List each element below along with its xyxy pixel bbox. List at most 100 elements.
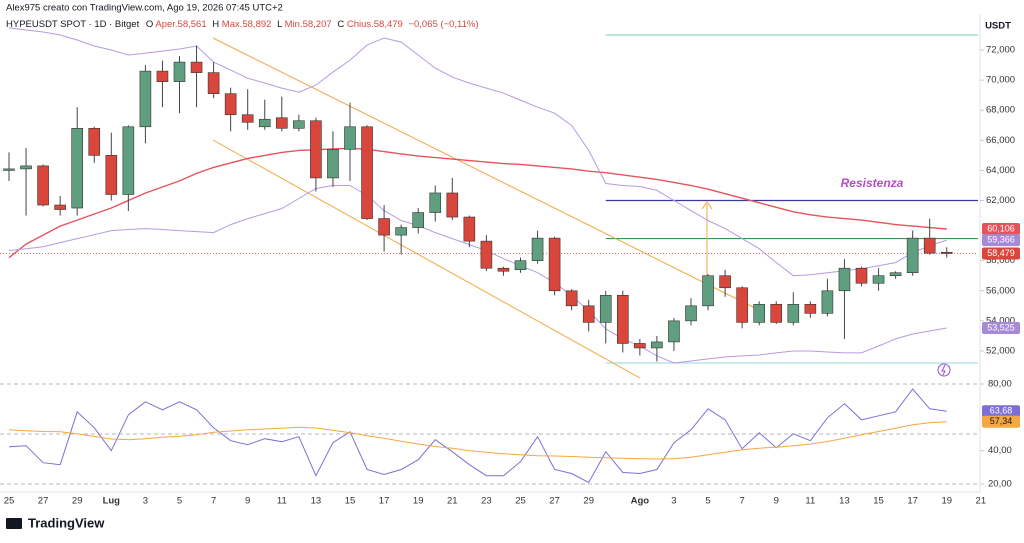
y-tick-label: 52,000 xyxy=(986,345,1015,356)
candle-body xyxy=(821,290,834,314)
candle-body xyxy=(190,61,203,73)
candle-body xyxy=(770,304,783,323)
candle-body xyxy=(923,237,936,254)
x-tick-label: 23 xyxy=(481,496,492,507)
credit: Alex975 creato con TradingView.com, Ago … xyxy=(6,3,283,14)
field-value: Aper.58,561 xyxy=(155,19,206,30)
x-tick-label: 11 xyxy=(277,496,287,507)
candle-body xyxy=(889,272,902,277)
channel-line xyxy=(212,37,758,310)
candle-body xyxy=(241,114,254,123)
candle-body xyxy=(855,267,868,284)
channel-line xyxy=(212,139,641,379)
candle-body xyxy=(804,304,817,314)
logo-mark xyxy=(6,518,22,529)
candle-body xyxy=(54,204,66,210)
y-tick-label: 40,00 xyxy=(988,445,1012,456)
candle-body xyxy=(275,117,288,129)
candle-body xyxy=(395,227,407,236)
x-tick-label: 3 xyxy=(671,496,676,507)
candle-body xyxy=(651,341,663,349)
candle-body xyxy=(88,127,101,156)
candle-body xyxy=(685,305,697,322)
x-tick-label: 19 xyxy=(413,496,424,507)
candle-body xyxy=(378,218,390,236)
price-tag-bg xyxy=(982,247,1020,260)
candle-body xyxy=(412,212,425,228)
price-tag-bg xyxy=(982,223,1020,236)
candle-body xyxy=(497,267,510,272)
x-tick-label: 19 xyxy=(941,496,952,507)
y-axis-unit: USDT xyxy=(985,21,1011,32)
candle-body xyxy=(940,251,953,254)
x-tick-label: 7 xyxy=(740,496,745,507)
candle-body xyxy=(224,93,237,116)
alert-icon[interactable] xyxy=(937,363,951,377)
x-tick-label: 29 xyxy=(72,496,83,507)
x-tick-label: 25 xyxy=(4,496,15,507)
candle-body xyxy=(582,305,595,323)
price-tag: 60,106 xyxy=(987,223,1015,233)
candle-body xyxy=(838,267,851,292)
candle-body xyxy=(207,72,220,94)
price-tag: 59,366 xyxy=(987,235,1015,245)
arrow-head xyxy=(701,201,713,210)
candles xyxy=(3,45,953,362)
field-key: H xyxy=(212,19,219,30)
x-tick-label: 15 xyxy=(345,496,356,507)
candle-body xyxy=(565,290,578,307)
candle-body xyxy=(361,126,373,219)
candle-body xyxy=(446,192,459,218)
x-tick-label: 5 xyxy=(705,496,710,507)
y-tick-label: 62,000 xyxy=(986,195,1015,206)
y-tick-label: 54,000 xyxy=(986,315,1015,326)
price-tag: 58,479 xyxy=(987,248,1015,258)
indicator-line xyxy=(8,27,947,277)
field-value: Min.58,207 xyxy=(285,19,332,30)
field-value: Max.58,892 xyxy=(222,19,272,30)
candle-body xyxy=(753,304,766,323)
axes: 52,000 54,000 56,000 58,000 62,000 64,000 66,0… xyxy=(4,45,1020,507)
candle-body xyxy=(327,149,339,179)
x-tick-label: Ago xyxy=(631,496,650,507)
candle-body xyxy=(719,275,731,289)
x-tick-label: 13 xyxy=(839,496,850,507)
y-tick-label: 58,000 xyxy=(986,255,1015,266)
candle-body xyxy=(429,192,442,213)
field-value: Chius.58,479 xyxy=(347,19,403,30)
rsi-line xyxy=(8,421,947,460)
x-tick-label: 17 xyxy=(907,496,918,507)
x-tick-label: 15 xyxy=(873,496,884,507)
symbol: HYPEUSDT SPOT · 1D · Bitget xyxy=(6,19,140,30)
y-tick-label: 70,000 xyxy=(986,75,1015,86)
candle-body xyxy=(548,237,561,292)
x-tick-label: 17 xyxy=(379,496,390,507)
annotation: Resistenza xyxy=(841,176,904,190)
candle-body xyxy=(105,155,118,195)
indicator-line xyxy=(8,185,947,364)
x-tick-label: Lug xyxy=(103,496,121,507)
candle-body xyxy=(702,275,714,307)
candle-body xyxy=(20,165,32,170)
candle-body xyxy=(258,118,271,128)
candle-body xyxy=(293,120,305,129)
field-key: O xyxy=(146,19,153,30)
candle-body xyxy=(634,343,646,349)
x-tick-label: 25 xyxy=(515,496,526,507)
candle-body xyxy=(344,126,356,150)
price-tag: 57,34 xyxy=(990,416,1013,426)
x-tick-label: 21 xyxy=(447,496,458,507)
candle-body xyxy=(514,260,527,271)
candle-body xyxy=(3,168,15,171)
candle-body xyxy=(37,165,49,206)
rsi-pane xyxy=(0,383,978,485)
legend: HYPEUSDT SPOT · 1D · Bitget O Aper.58,56… xyxy=(6,19,479,30)
candle-body xyxy=(616,294,629,344)
candle-body xyxy=(531,237,544,261)
y-tick-label: 64,000 xyxy=(986,165,1015,176)
logo: TradingView xyxy=(28,515,105,530)
candle-body xyxy=(310,120,322,179)
x-tick-label: 11 xyxy=(805,496,815,507)
